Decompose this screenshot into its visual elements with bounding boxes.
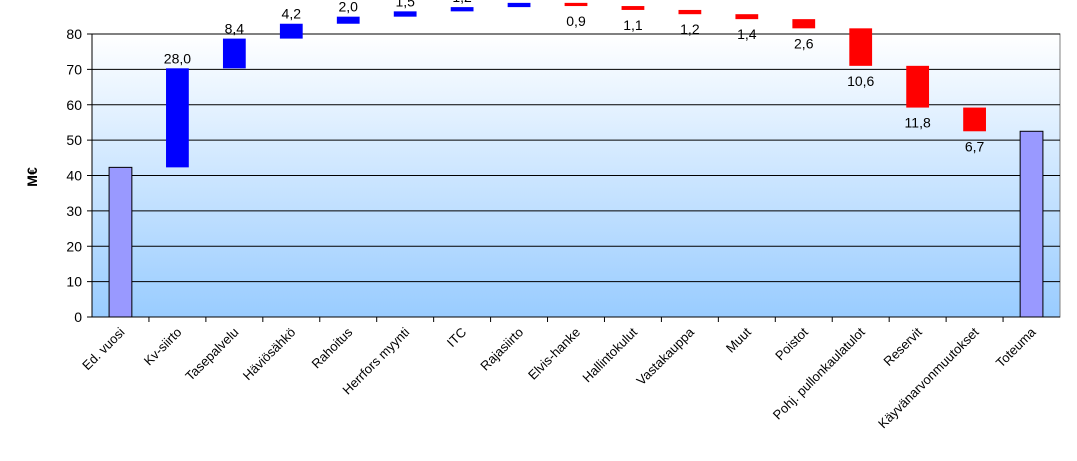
x-tick-label-15: Reservit xyxy=(880,324,925,369)
bar-9 xyxy=(564,2,588,7)
data-labels: 28,0 8,4 4,2 2,0 1,5 1,2 1,2 0,9 1,1 1,2 1,4 2,6 10,… xyxy=(164,0,985,154)
data-label-6: 1,5 xyxy=(395,0,415,9)
data-label-8: 1,2 xyxy=(509,0,529,1)
x-tick-label-1: Ed. vuosi xyxy=(79,324,127,372)
y-tick-label: 20 xyxy=(66,238,82,254)
bar-1 xyxy=(108,166,133,318)
bars xyxy=(108,2,1044,318)
y-axis: 0 10 20 30 40 50 60 70 80 xyxy=(66,26,93,325)
data-label-14: 10,6 xyxy=(847,73,874,89)
y-tick-label: 40 xyxy=(66,168,82,184)
data-label-2: 28,0 xyxy=(164,50,191,66)
bar-12 xyxy=(735,14,759,20)
bar-15 xyxy=(906,65,930,108)
data-label-5: 2,0 xyxy=(339,0,359,15)
data-label-11: 1,2 xyxy=(680,21,700,37)
x-tick-label-11: Vastakauppa xyxy=(633,324,697,388)
x-tick-label-7: ITC xyxy=(444,325,469,350)
x-tick-label-5: Rahoitus xyxy=(308,324,355,371)
data-label-9: 0,9 xyxy=(566,13,586,29)
data-label-12: 1,4 xyxy=(737,26,757,42)
y-tick-label: 50 xyxy=(66,132,82,148)
x-tick-label-17: Toteuma xyxy=(993,324,1039,370)
data-label-15: 11,8 xyxy=(905,115,931,131)
bar-13 xyxy=(792,19,816,29)
data-label-16: 6,7 xyxy=(965,138,985,154)
bar-16 xyxy=(963,107,986,132)
data-label-7: 1,2 xyxy=(452,0,472,5)
x-tick-label-12: Muut xyxy=(723,324,754,355)
y-tick-label: 0 xyxy=(74,309,82,325)
bar-6 xyxy=(393,11,417,17)
y-tick-label: 70 xyxy=(66,61,82,77)
x-tick-label-4: Häviösähkö xyxy=(240,325,299,384)
x-tick-label-16: Käyvänarvonmuutokset xyxy=(875,324,982,431)
x-tick-label-8: Rajasiirto xyxy=(477,325,526,374)
x-tick-label-3: Tasepalvelu xyxy=(182,325,241,384)
x-tick-label-2: Kv-siirto xyxy=(141,325,185,369)
bar-10 xyxy=(621,6,645,10)
data-label-10: 1,1 xyxy=(623,17,643,33)
bar-11 xyxy=(678,9,702,15)
bar-7 xyxy=(450,7,474,12)
bar-4 xyxy=(279,23,303,39)
y-tick-label: 10 xyxy=(66,274,82,290)
data-label-3: 8,4 xyxy=(225,21,245,37)
y-tick-label: 30 xyxy=(66,203,82,219)
data-label-13: 2,6 xyxy=(794,35,814,51)
y-tick-label: 60 xyxy=(66,97,82,113)
bar-8 xyxy=(507,2,531,8)
x-tick-label-13: Poistot xyxy=(772,324,811,363)
bar-2 xyxy=(166,68,189,168)
bar-3 xyxy=(222,38,246,69)
bar-17 xyxy=(1019,130,1044,318)
bar-5 xyxy=(336,16,360,24)
x-tick-label-10: Hallintokulut xyxy=(579,324,640,385)
data-label-4: 4,2 xyxy=(282,6,302,22)
y-tick-label: 80 xyxy=(66,26,82,42)
gridlines xyxy=(92,33,1060,283)
bar-14 xyxy=(849,28,873,66)
y-axis-label: M€ xyxy=(24,167,40,187)
x-tick-label-9: Elvis-hanke xyxy=(525,325,583,383)
